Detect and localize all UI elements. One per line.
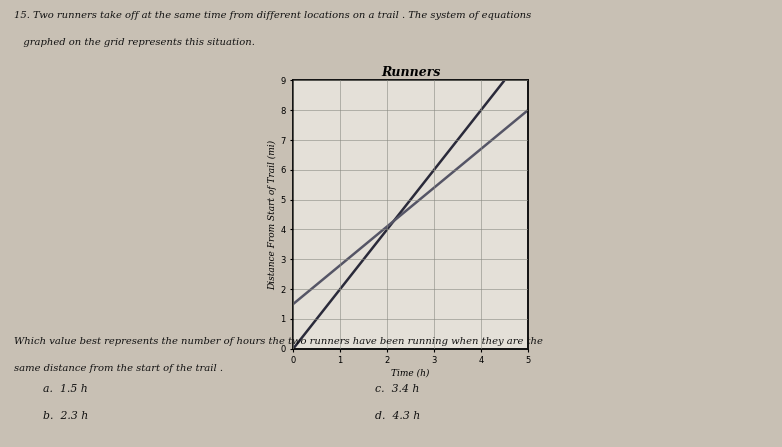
Text: same distance from the start of the trail .: same distance from the start of the trai… (14, 364, 223, 373)
Text: b.  2.3 h: b. 2.3 h (43, 411, 88, 421)
Text: c.  3.4 h: c. 3.4 h (375, 384, 420, 394)
Text: 15. Two runners take off at the same time from different locations on a trail . : 15. Two runners take off at the same tim… (14, 11, 531, 20)
Text: d.  4.3 h: d. 4.3 h (375, 411, 421, 421)
X-axis label: Time (h): Time (h) (391, 368, 430, 377)
Title: Runners: Runners (381, 66, 440, 79)
Text: graphed on the grid represents this situation.: graphed on the grid represents this situ… (14, 38, 255, 47)
Text: a.  1.5 h: a. 1.5 h (43, 384, 88, 394)
Y-axis label: Distance From Start of Trail (mi): Distance From Start of Trail (mi) (268, 139, 278, 290)
Text: Which value best represents the number of hours the two runners have been runnin: Which value best represents the number o… (14, 337, 543, 346)
